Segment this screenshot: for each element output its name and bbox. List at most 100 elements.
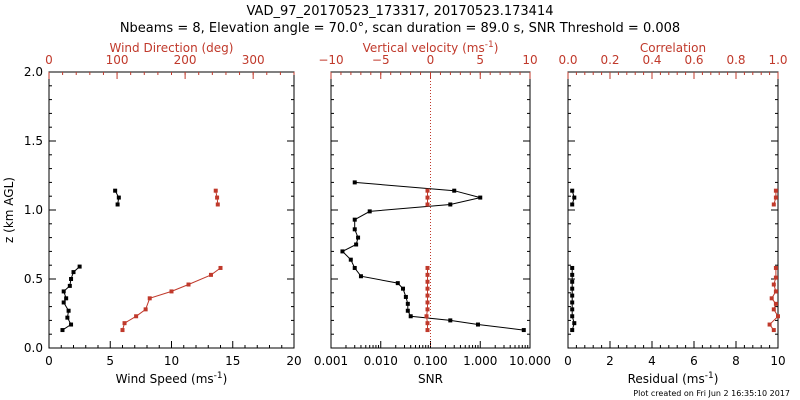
data-point — [113, 188, 118, 193]
data-point — [475, 322, 480, 327]
data-point — [358, 274, 363, 279]
top-x-tick-label: 0.0 — [558, 53, 577, 67]
data-point — [767, 322, 772, 327]
x-tick-label: 0.010 — [364, 354, 398, 368]
data-point — [773, 195, 778, 200]
data-point — [425, 202, 430, 207]
data-point — [773, 188, 778, 193]
x-axis-label: Residual (ms-1) — [628, 371, 719, 386]
data-point — [218, 265, 223, 270]
data-point — [425, 300, 430, 305]
x-tick-label: 8 — [732, 354, 740, 368]
data-point — [208, 272, 213, 277]
data-point — [425, 321, 430, 326]
data-point — [425, 195, 430, 200]
data-point — [570, 272, 575, 277]
series-red — [424, 188, 430, 333]
x-tick-label: 10 — [164, 354, 179, 368]
series-red — [120, 188, 223, 333]
top-x-tick-label: −10 — [318, 53, 343, 67]
x-tick-label: 0 — [45, 354, 53, 368]
data-point — [570, 279, 575, 284]
data-point — [367, 209, 372, 214]
y-axis-label: z (km AGL) — [2, 177, 16, 243]
top-x-tick-label: −5 — [372, 53, 390, 67]
top-x-tick-label: 0 — [45, 53, 53, 67]
data-point — [352, 227, 357, 232]
series-line — [571, 268, 575, 331]
top-x-tick-label: 0 — [427, 53, 435, 67]
data-point — [143, 307, 148, 312]
data-point — [60, 328, 65, 333]
data-point — [572, 195, 577, 200]
y-tick-label: 2.0 — [24, 65, 43, 79]
footer-plot-created: Plot created on Fri Jun 2 16:35:10 2017 — [633, 389, 790, 398]
data-point — [69, 322, 74, 327]
data-point — [771, 282, 776, 287]
data-point — [570, 328, 575, 333]
data-point — [69, 277, 74, 281]
data-point — [773, 301, 778, 306]
data-point — [570, 293, 575, 298]
data-point — [448, 202, 453, 207]
data-point — [403, 294, 408, 299]
data-point — [352, 265, 357, 270]
data-point — [771, 307, 776, 312]
series-line — [425, 268, 428, 331]
x-tick-label: 0.100 — [413, 354, 447, 368]
data-point — [215, 202, 220, 207]
panel-3: 0 2 4 6 8 10 Residual (ms-1) 0.0 0.2 0.4 0.6 0.8 1.0… — [558, 41, 787, 386]
top-x-tick-label: 5 — [476, 53, 484, 67]
data-point — [425, 265, 430, 270]
top-x-tick-label: 300 — [242, 53, 265, 67]
data-point — [425, 293, 430, 298]
data-point — [776, 314, 780, 319]
data-point — [134, 314, 139, 319]
data-point — [405, 308, 410, 313]
data-point — [147, 296, 152, 301]
data-point — [425, 286, 430, 291]
x-tick-label: 10.000 — [509, 354, 551, 368]
x-tick-label: 0 — [564, 354, 572, 368]
data-point — [478, 195, 483, 200]
series-line — [768, 268, 779, 331]
data-point — [115, 202, 120, 207]
data-point — [77, 264, 82, 269]
x-tick-label: 4 — [648, 354, 656, 368]
data-point — [408, 314, 413, 319]
series-line — [341, 181, 524, 331]
data-point — [452, 188, 457, 193]
x-tick-label: 1.000 — [463, 354, 497, 368]
data-point — [400, 286, 405, 291]
figure-title-line1: VAD_97_20170523_173317, 20170523.173414 — [247, 4, 554, 19]
data-point — [116, 195, 121, 200]
data-point — [215, 195, 220, 200]
data-point — [448, 318, 453, 323]
data-point — [186, 282, 191, 287]
plot-frame — [567, 71, 779, 349]
data-point — [773, 265, 778, 270]
data-point — [773, 289, 778, 294]
data-point — [570, 314, 575, 319]
y-tick-label: 0.5 — [24, 272, 43, 286]
data-point — [570, 202, 575, 207]
data-point — [771, 202, 776, 207]
data-point — [424, 314, 429, 319]
panel-2: 0.001 0.010 0.100 1.000 10.000 SNR −10 −5 0 5 10 Ve… — [314, 40, 551, 386]
data-point — [425, 328, 430, 333]
series-red — [767, 188, 780, 333]
series-line — [122, 267, 221, 331]
data-point — [61, 300, 66, 305]
data-point — [570, 188, 575, 193]
x-tick-label: 6 — [690, 354, 698, 368]
y-tick-label: 0.0 — [24, 341, 43, 355]
data-point — [67, 283, 72, 288]
data-point — [213, 188, 218, 193]
series-black — [570, 188, 577, 333]
data-point — [356, 235, 361, 240]
data-point — [570, 286, 575, 291]
top-x-axis-label: Correlation — [640, 41, 706, 55]
top-x-tick-label: 0.8 — [726, 53, 745, 67]
figure-title-line2: Nbeams = 8, Elevation angle = 70.0°, sca… — [120, 21, 680, 36]
